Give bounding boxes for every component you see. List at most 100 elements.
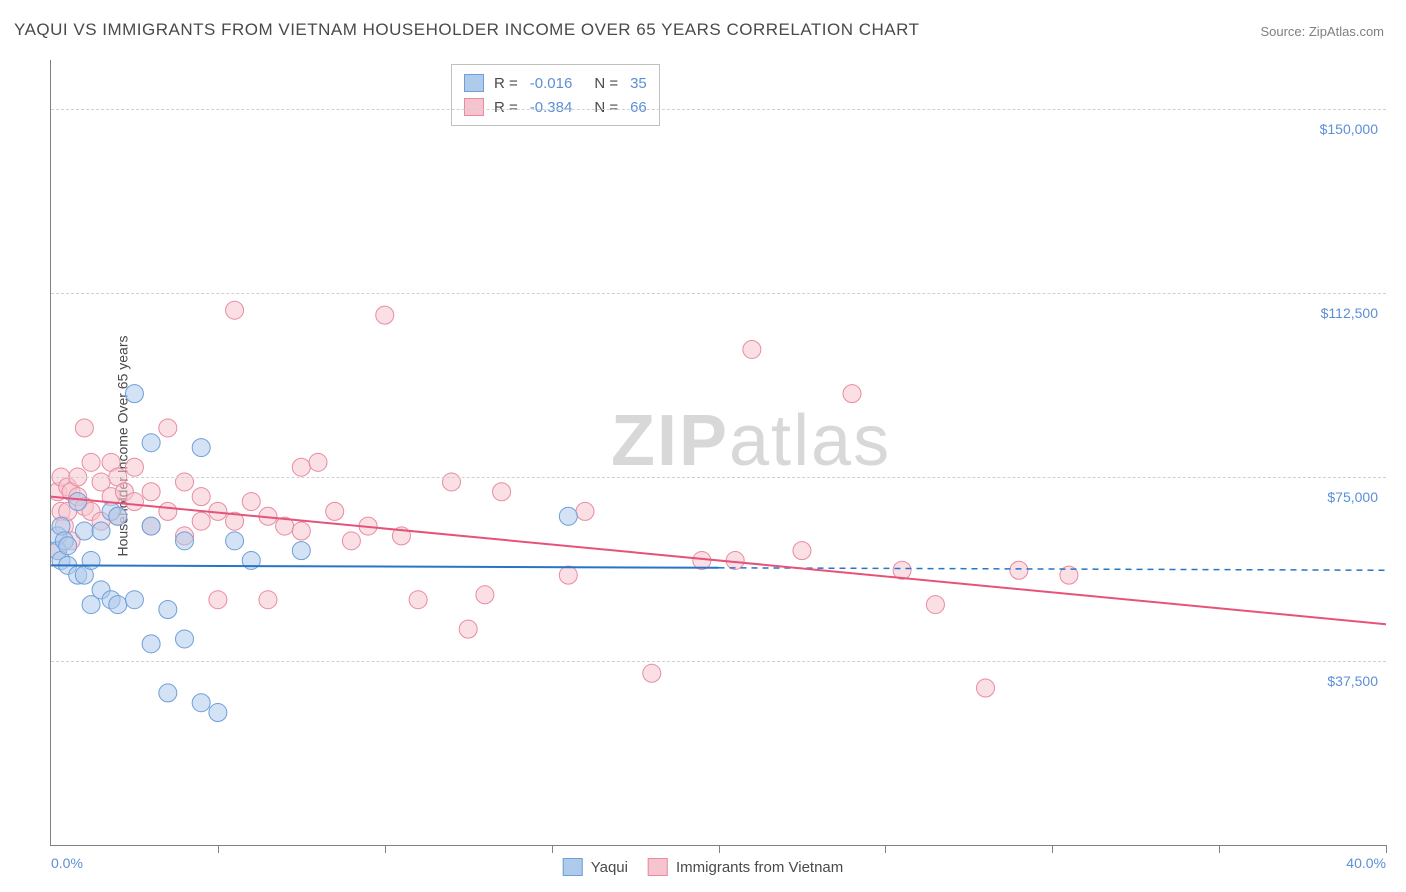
- data-point: [75, 419, 93, 437]
- legend-r-label: R =: [494, 75, 518, 92]
- y-tick-label: $37,500: [1298, 673, 1378, 689]
- data-point: [326, 502, 344, 520]
- correlation-legend: R =-0.016N =35R =-0.384N =66: [451, 64, 660, 126]
- data-point: [109, 507, 127, 525]
- y-tick-label: $112,500: [1298, 305, 1378, 321]
- data-point: [52, 517, 70, 535]
- data-point: [102, 488, 120, 506]
- data-point: [693, 551, 711, 569]
- x-tick: [385, 845, 386, 853]
- data-point: [92, 512, 110, 530]
- source-label: Source: ZipAtlas.com: [1260, 24, 1384, 39]
- legend-label: Immigrants from Vietnam: [676, 859, 843, 876]
- data-point: [52, 551, 70, 569]
- legend-row: R = -0.016 N = 35: [464, 71, 647, 95]
- data-point: [142, 517, 160, 535]
- data-point: [82, 502, 100, 520]
- data-point: [51, 483, 67, 501]
- data-point: [743, 340, 761, 358]
- data-point: [159, 502, 177, 520]
- data-point: [62, 532, 80, 550]
- x-label-right: 40.0%: [1346, 855, 1386, 871]
- data-point: [793, 542, 811, 560]
- data-point: [259, 591, 277, 609]
- data-point: [242, 551, 260, 569]
- data-point: [75, 522, 93, 540]
- data-point: [309, 453, 327, 471]
- plot-area: ZIPatlas R =-0.016N =35R =-0.384N =66 $3…: [50, 60, 1386, 846]
- data-point: [142, 517, 160, 535]
- data-point: [192, 512, 210, 530]
- x-tick: [719, 845, 720, 853]
- legend-label: Yaqui: [591, 859, 628, 876]
- data-point: [242, 493, 260, 511]
- data-point: [59, 478, 77, 496]
- data-point: [142, 434, 160, 452]
- data-point: [843, 385, 861, 403]
- data-point: [643, 664, 661, 682]
- data-point: [59, 537, 77, 555]
- data-point: [102, 502, 120, 520]
- legend-r-value: -0.384: [530, 99, 573, 116]
- data-point: [115, 483, 133, 501]
- data-point: [559, 507, 577, 525]
- legend-n-value: 66: [630, 99, 647, 116]
- data-point: [125, 493, 143, 511]
- data-point: [125, 591, 143, 609]
- data-point: [226, 532, 244, 550]
- data-point: [209, 502, 227, 520]
- legend-swatch: [464, 98, 484, 116]
- data-point: [159, 419, 177, 437]
- data-point: [125, 385, 143, 403]
- regression-line-yaqui-ext: [719, 568, 1387, 570]
- data-point: [82, 596, 100, 614]
- legend-swatch: [464, 74, 484, 92]
- data-point: [55, 517, 73, 535]
- data-point: [55, 532, 73, 550]
- data-point: [226, 301, 244, 319]
- legend-item: Immigrants from Vietnam: [648, 858, 843, 876]
- legend-item: Yaqui: [563, 858, 628, 876]
- data-point: [1060, 566, 1078, 584]
- data-point: [192, 694, 210, 712]
- series-legend: Yaqui Immigrants from Vietnam: [563, 858, 844, 876]
- data-point: [292, 542, 310, 560]
- data-point: [192, 439, 210, 457]
- y-tick-label: $150,000: [1298, 121, 1378, 137]
- scatter-svg: [51, 60, 1386, 845]
- data-point: [559, 566, 577, 584]
- legend-r-label: R =: [494, 99, 518, 116]
- data-point: [409, 591, 427, 609]
- data-point: [376, 306, 394, 324]
- legend-n-label: N =: [594, 75, 618, 92]
- regression-line-yaqui: [51, 565, 719, 567]
- watermark: ZIPatlas: [611, 400, 891, 482]
- legend-n-value: 35: [630, 75, 647, 92]
- data-point: [109, 507, 127, 525]
- legend-r-value: -0.016: [530, 75, 573, 92]
- gridline-h: [51, 661, 1386, 662]
- data-point: [59, 502, 77, 520]
- gridline-h: [51, 293, 1386, 294]
- data-point: [109, 596, 127, 614]
- chart-title: YAQUI VS IMMIGRANTS FROM VIETNAM HOUSEHO…: [14, 20, 919, 40]
- data-point: [92, 581, 110, 599]
- data-point: [342, 532, 360, 550]
- data-point: [159, 601, 177, 619]
- data-point: [102, 453, 120, 471]
- data-point: [359, 517, 377, 535]
- data-point: [142, 483, 160, 501]
- data-point: [75, 566, 93, 584]
- x-tick: [1052, 845, 1053, 853]
- legend-swatch: [563, 858, 583, 876]
- regression-line-vietnam: [51, 497, 1386, 625]
- y-tick-label: $75,000: [1298, 489, 1378, 505]
- data-point: [209, 591, 227, 609]
- data-point: [292, 458, 310, 476]
- data-point: [493, 483, 511, 501]
- data-point: [102, 591, 120, 609]
- data-point: [59, 556, 77, 574]
- data-point: [125, 458, 143, 476]
- data-point: [51, 542, 67, 560]
- data-point: [926, 596, 944, 614]
